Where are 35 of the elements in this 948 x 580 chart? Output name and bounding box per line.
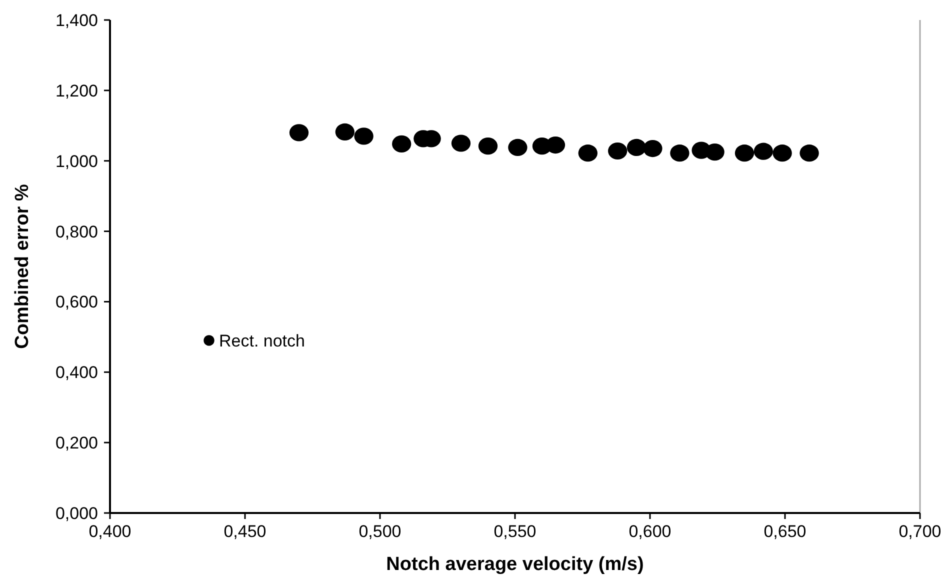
y-tick-label: 1,400	[55, 11, 98, 30]
point	[478, 138, 498, 155]
point	[754, 142, 773, 160]
y-tick-label: 0,200	[55, 434, 98, 453]
x-tick-label: 0,450	[224, 522, 266, 541]
y-tick-label: 1,200	[55, 81, 98, 100]
y-axis-title: Combined error %	[12, 184, 33, 349]
point	[608, 142, 628, 160]
point	[508, 138, 528, 156]
x-tick-label: 0,400	[88, 522, 132, 541]
point	[643, 140, 662, 158]
point	[354, 128, 374, 145]
point	[392, 135, 412, 152]
point	[289, 124, 309, 142]
point	[670, 144, 690, 162]
point	[451, 134, 471, 152]
y-tick-label: 0,400	[55, 363, 98, 382]
y-tick-label: 1,000	[55, 152, 98, 171]
point	[626, 138, 646, 156]
point	[705, 144, 724, 161]
x-tick-label: 0,500	[358, 522, 402, 541]
x-tick-label: 0,600	[628, 522, 672, 541]
point	[800, 144, 819, 162]
point	[578, 144, 598, 162]
x-tick-label: 0,550	[494, 522, 536, 541]
y-tick-label: 0,600	[55, 292, 98, 312]
point	[335, 123, 354, 141]
x-axis-title: Notch average velocity (m/s)	[386, 554, 644, 575]
y-tick-label: 0,000	[55, 504, 98, 523]
x-tick-label: 0,650	[764, 522, 806, 541]
point	[734, 144, 754, 162]
point	[772, 144, 792, 162]
y-tick-label: 0,800	[55, 222, 98, 242]
x-tick-label: 0,700	[898, 522, 942, 541]
legend-label: Rect. notch	[219, 331, 305, 350]
